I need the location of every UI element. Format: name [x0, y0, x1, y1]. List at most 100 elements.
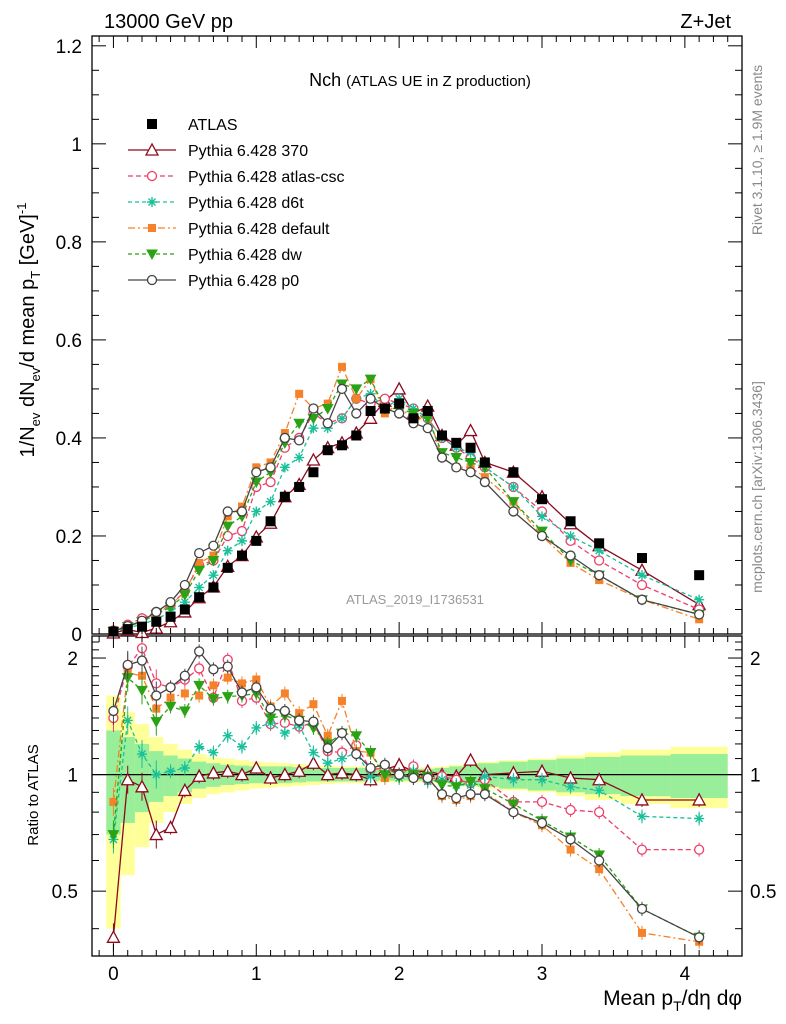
side-label-rivet: Rivet 3.1.10, ≥ 1.9M events [749, 65, 765, 235]
ratio-point-pythia-6-428-dw [507, 799, 520, 810]
main-point-pythia-6-428-d6t [208, 570, 219, 581]
main-point-pythia-6-428-p0 [351, 408, 362, 419]
x-tick-label: 3 [537, 964, 548, 985]
ratio-point-pythia-6-428-default [109, 797, 118, 806]
main-point-pythia-6-428-p0 [422, 422, 433, 434]
ratio-point-pythia-6-428-p0 [451, 792, 462, 804]
main-point-atlas-data [294, 481, 305, 492]
legend-label-pythia-6-428-default: Pythia 6.428 default [188, 221, 330, 238]
ratio-point-pythia-6-428-default [238, 679, 246, 688]
main-point-pythia-6-428-d6t [194, 582, 205, 593]
ratio-point-pythia-6-428-p0 [322, 743, 333, 754]
main-point-atlas-data [222, 562, 233, 573]
ratio-uncertainty-bands [92, 695, 742, 929]
ratio-point-pythia-6-428-p0 [365, 762, 376, 774]
main-point-pythia-6-428-d6t [179, 597, 190, 608]
ratio-point-pythia-6-428-d6t [565, 781, 576, 792]
main-y-tick-label: 0.2 [56, 527, 82, 548]
ratio-point-pythia-6-428-p0 [351, 748, 362, 760]
ratio-point-pythia-6-428-p0 [336, 727, 348, 739]
ratio-point-pythia-6-428-d6t [137, 749, 147, 760]
main-point-pythia-6-428-p0 [279, 432, 291, 444]
ylabel-part-2: dN [17, 381, 39, 412]
ratio-point-pythia-6-428-default [223, 673, 232, 682]
main-point-atlas-data [194, 592, 205, 603]
ratio-point-pythia-6-428-370 [634, 792, 650, 806]
main-y-tick-label: 0.6 [56, 331, 82, 352]
main-y-tick-label: 0.8 [56, 233, 82, 254]
ratio-point-pythia-6-428-p0 [193, 646, 205, 657]
main-point-atlas-data [422, 405, 433, 416]
axes: 0 1 2 3 4 0 0.2 0.4 0.6 0.8 1 1.2 0.5 0.5 1 1 2 2 [52, 36, 776, 985]
ratio-point-pythia-6-428-370 [263, 770, 278, 784]
ratio-point-pythia-6-428-p0 [436, 789, 448, 800]
ratio-point-pythia-6-428-dw [221, 692, 234, 703]
ratio-point-pythia-6-428-dw [364, 748, 377, 759]
main-point-pythia-6-428-d6t [408, 403, 419, 414]
ratio-point-pythia-6-428-default [180, 689, 189, 698]
ratio-point-pythia-6-428-atlas-csc [193, 663, 205, 674]
legend-label-pythia-6-428-p0: Pythia 6.428 p0 [188, 273, 299, 290]
main-point-pythia-6-428-p0 [179, 579, 191, 591]
main-point-pythia-6-428-370 [306, 452, 321, 466]
main-point-pythia-6-428-default [295, 389, 304, 398]
ratio-point-pythia-6-428-d6t [637, 811, 647, 822]
ratio-point-pythia-6-428-p0 [508, 806, 519, 818]
ratio-point-pythia-6-428-d6t [237, 741, 247, 752]
main-point-pythia-6-428-p0 [151, 606, 162, 618]
xlabel-part-0: Mean p [603, 987, 673, 1010]
legend-marker-pythia-6-428-dw [146, 249, 158, 261]
main-point-pythia-6-428-dw [364, 374, 377, 386]
ratio-point-pythia-6-428-p0 [251, 682, 262, 693]
ratio-point-pythia-6-428-p0 [279, 705, 291, 717]
main-point-pythia-6-428-d6t [279, 462, 290, 473]
ratio-y-axis-label: Ratio to ATLAS [25, 744, 42, 845]
ratio-point-pythia-6-428-dw [207, 694, 220, 705]
ratio-point-pythia-6-428-370 [234, 767, 250, 781]
legend-marker-pythia-6-428-default [148, 224, 156, 232]
main-point-atlas-data [465, 442, 476, 453]
main-point-pythia-6-428-p0 [508, 506, 519, 517]
ratio-point-pythia-6-428-370 [334, 765, 350, 779]
ratio-point-pythia-6-428-d6t [194, 741, 205, 752]
main-point-pythia-6-428-p0 [365, 393, 376, 404]
ratio-point-pythia-6-428-default [595, 865, 604, 874]
main-point-pythia-6-428-p0 [265, 462, 276, 473]
main-point-pythia-6-428-p0 [336, 383, 348, 395]
main-point-pythia-6-428-d6t [222, 545, 233, 556]
main-point-pythia-6-428-d6t [537, 511, 547, 522]
ratio-point-pythia-6-428-atlas-csc [536, 796, 548, 808]
main-point-atlas-data [251, 535, 262, 546]
main-point-pythia-6-428-d6t [694, 594, 705, 605]
x-tick-label: 4 [680, 964, 691, 985]
ratio-point-pythia-6-428-dw [136, 685, 148, 697]
ratio-point-pythia-6-428-dw [350, 731, 363, 742]
ratio-point-pythia-6-428-dw [150, 717, 163, 728]
ratio-band-inner [584, 757, 621, 795]
main-point-pythia-6-428-dw [179, 590, 191, 601]
ratio-point-pythia-6-428-d6t [165, 766, 176, 777]
main-point-pythia-6-428-atlas-csc [236, 525, 248, 537]
ratio-y-tick-label: 0.5 [52, 882, 78, 903]
ratio-point-pythia-6-428-default [209, 681, 218, 690]
main-y-tick-label: 1.2 [56, 37, 82, 58]
ratio-point-pythia-6-428-default [309, 700, 318, 709]
legend-marker-pythia-6-428-370 [144, 142, 160, 156]
ratio-point-pythia-6-428-d6t [537, 774, 547, 785]
ratio-point-pythia-6-428-atlas-csc [693, 844, 705, 855]
main-point-atlas-data [379, 403, 390, 414]
main-point-atlas-data [594, 538, 605, 549]
ratio-point-pythia-6-428-d6t [479, 771, 490, 782]
ratio-point-pythia-6-428-p0 [379, 759, 391, 770]
main-point-atlas-data [565, 516, 576, 527]
main-point-atlas-data [537, 494, 547, 505]
main-point-pythia-6-428-d6t [637, 570, 647, 581]
main-point-atlas-data [451, 437, 462, 448]
ylabel-part-5: T [28, 271, 43, 279]
ratio-point-pythia-6-428-d6t [179, 762, 190, 773]
main-point-pythia-6-428-p0 [165, 596, 176, 608]
ratio-point-pythia-6-428-d6t [251, 722, 262, 733]
main-point-atlas-data [394, 398, 405, 409]
ratio-point-pythia-6-428-p0 [165, 682, 176, 693]
